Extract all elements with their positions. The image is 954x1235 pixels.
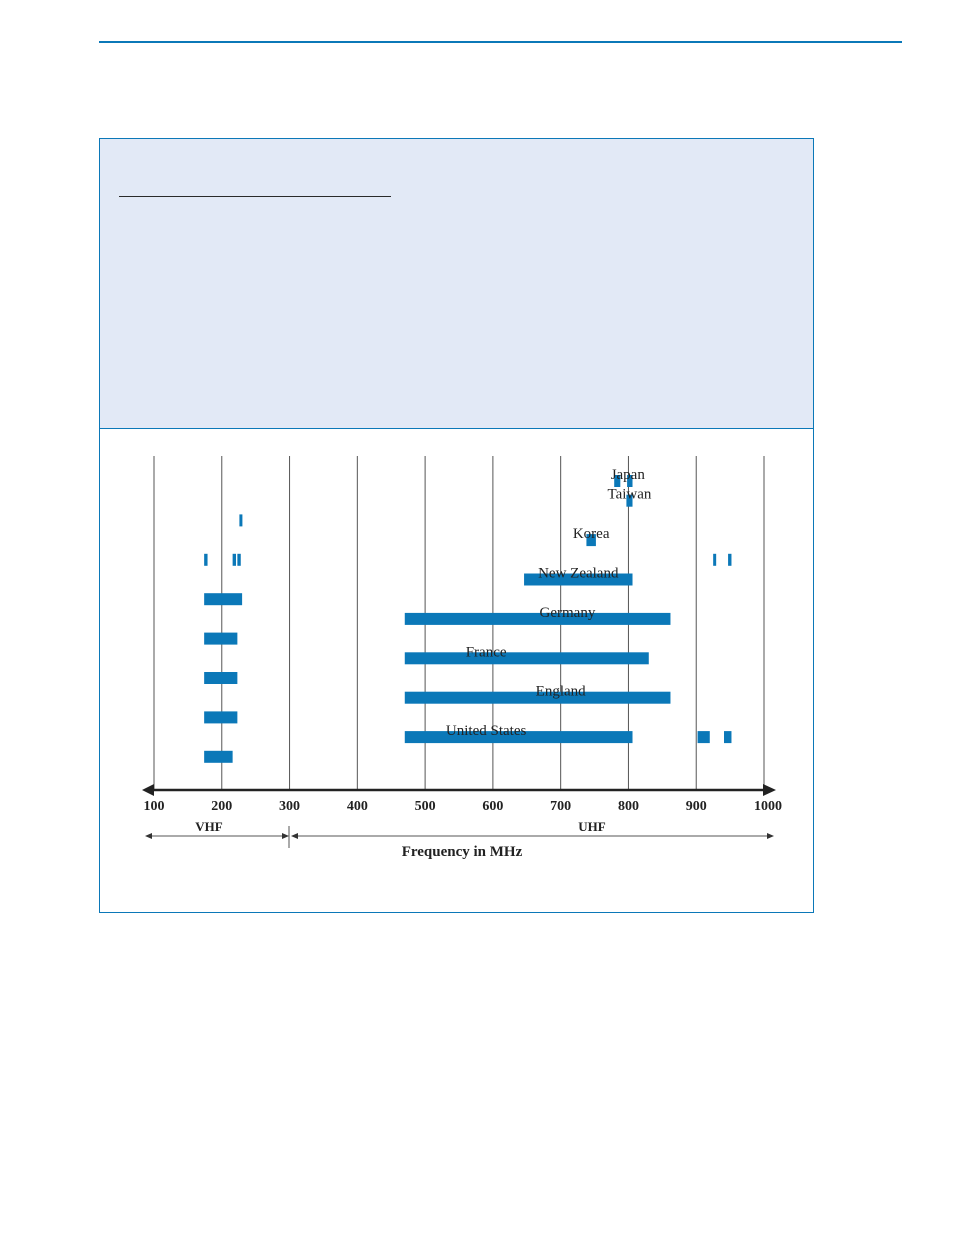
bar-row13-1 [697, 731, 710, 744]
axis-arrow-right [763, 784, 776, 796]
header-rule [119, 196, 391, 197]
tick-label-300: 300 [279, 799, 300, 814]
bar-row7-0 [404, 612, 671, 625]
country-label-new-zealand: New Zealand [538, 566, 619, 582]
bar-row14-0 [204, 750, 233, 763]
band-arrow-right-vhf [282, 833, 289, 839]
band-label-vhf: VHF [195, 819, 223, 834]
bar-row0-1 [627, 475, 633, 487]
band-arrow-right-uhf [767, 833, 774, 839]
tick-label-700: 700 [550, 799, 571, 814]
bar-row13-0 [404, 731, 633, 744]
tick-label-200: 200 [211, 799, 232, 814]
bar-row2-0 [239, 514, 243, 527]
bar-row4-3 [713, 553, 717, 566]
x-axis-title: Frequency in MHz [402, 844, 523, 860]
tick-label-1000: 1000 [754, 799, 782, 814]
figure-panel [99, 138, 814, 913]
country-label-england: England [536, 684, 586, 700]
band-arrow-left-vhf [145, 833, 152, 839]
bar-row1-0 [626, 494, 633, 507]
bar-row12-0 [204, 711, 238, 724]
bar-row5-0 [524, 573, 633, 586]
band-label-uhf: UHF [578, 819, 606, 834]
bar-row13-2 [724, 731, 732, 744]
tick-label-800: 800 [618, 799, 639, 814]
country-label-germany: Germany [540, 605, 596, 621]
country-label-korea: Korea [573, 526, 610, 542]
bar-row9-0 [404, 652, 649, 665]
bar-row0-0 [614, 475, 621, 487]
country-label-taiwan: Taiwan [607, 487, 651, 503]
country-labels: Japan Taiwan Korea New Zealand Germany France… [446, 467, 652, 739]
x-axis: 100 200 300 400 500 600 700 800 900 1000 [142, 784, 782, 814]
bar-row3-0 [586, 534, 596, 547]
bar-row8-0 [204, 632, 238, 645]
country-label-france: France [466, 644, 507, 660]
frequency-bars [204, 475, 732, 763]
bar-row11-0 [404, 691, 671, 704]
tick-label-900: 900 [686, 799, 707, 814]
tick-label-500: 500 [415, 799, 436, 814]
country-label-japan: Japan [611, 467, 646, 483]
bar-row4-1 [232, 553, 237, 566]
tick-label-600: 600 [482, 799, 503, 814]
tick-label-100: 100 [144, 799, 165, 814]
bar-row4-0 [204, 553, 208, 566]
bar-row10-0 [204, 672, 238, 684]
bar-row4-4 [728, 553, 732, 566]
band-arrow-left-uhf [291, 833, 298, 839]
axis-arrow-left [142, 784, 154, 796]
band-indicators: VHF UHF [145, 819, 774, 848]
top-rule [99, 41, 902, 43]
bar-row4-2 [237, 553, 241, 566]
panel-header [100, 139, 813, 429]
bar-row6-0 [204, 593, 243, 606]
country-label-united-states: United States [446, 723, 527, 739]
tick-label-400: 400 [347, 799, 368, 814]
